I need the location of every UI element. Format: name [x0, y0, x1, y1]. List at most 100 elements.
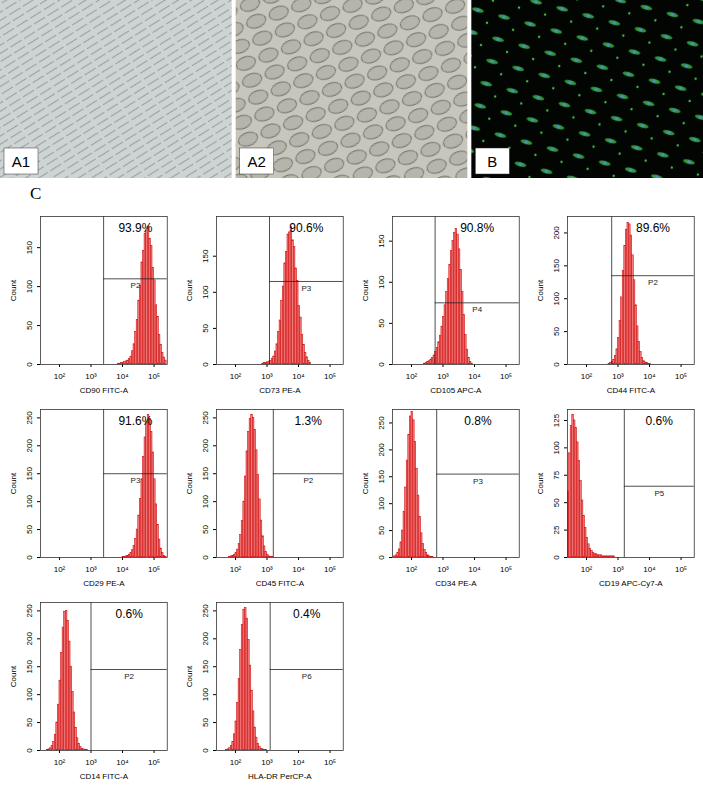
svg-text:75: 75 — [552, 470, 561, 479]
svg-text:200: 200 — [552, 226, 561, 240]
svg-text:10⁵: 10⁵ — [499, 565, 511, 574]
svg-text:10⁴: 10⁴ — [468, 565, 481, 574]
svg-text:100: 100 — [200, 494, 209, 508]
svg-text:250: 250 — [200, 604, 209, 618]
svg-text:0: 0 — [376, 362, 385, 367]
svg-text:10⁴: 10⁴ — [644, 372, 657, 381]
svg-text:10³: 10³ — [612, 565, 624, 574]
svg-text:P3: P3 — [301, 284, 311, 293]
svg-text:Count: Count — [361, 472, 370, 494]
svg-text:0.6%0.6: 0.6%0.6 — [115, 607, 143, 621]
svg-text:Count: Count — [9, 472, 18, 494]
svg-text:10⁴: 10⁴ — [116, 372, 129, 381]
svg-text:10⁵: 10⁵ — [148, 758, 160, 767]
svg-text:200: 200 — [200, 632, 209, 646]
svg-text:250: 250 — [25, 604, 34, 618]
svg-text:100: 100 — [200, 285, 209, 299]
svg-text:10⁵: 10⁵ — [324, 565, 336, 574]
svg-text:10⁴: 10⁴ — [292, 565, 305, 574]
svg-text:50: 50 — [25, 525, 34, 534]
svg-text:150: 150 — [25, 240, 34, 254]
svg-text:100: 100 — [25, 279, 34, 293]
svg-text:0: 0 — [200, 362, 209, 367]
svg-text:50: 50 — [25, 718, 34, 727]
svg-text:150: 150 — [25, 467, 34, 481]
svg-text:CD19 APC-Cy7-A: CD19 APC-Cy7-A — [599, 579, 663, 588]
svg-text:P6: P6 — [302, 672, 312, 681]
svg-text:10⁵: 10⁵ — [148, 565, 160, 574]
svg-text:10⁵: 10⁵ — [148, 372, 160, 381]
svg-text:10²: 10² — [405, 565, 417, 574]
svg-text:CD14 FITC-A: CD14 FITC-A — [80, 772, 129, 781]
svg-text:10⁴: 10⁴ — [116, 565, 129, 574]
svg-text:10³: 10³ — [85, 565, 97, 574]
svg-text:50: 50 — [200, 525, 209, 534]
svg-text:10³: 10³ — [261, 372, 273, 381]
svg-text:10²: 10² — [229, 758, 241, 767]
svg-text:HLA-DR PerCP-A: HLA-DR PerCP-A — [248, 772, 312, 781]
svg-text:10²: 10² — [54, 372, 66, 381]
svg-text:Count: Count — [185, 472, 194, 494]
svg-text:Count: Count — [536, 472, 545, 494]
svg-text:10²: 10² — [229, 565, 241, 574]
svg-text:100: 100 — [200, 687, 209, 701]
svg-text:50: 50 — [200, 718, 209, 727]
svg-text:10⁵: 10⁵ — [675, 372, 687, 381]
svg-text:0: 0 — [552, 362, 561, 367]
svg-text:100: 100 — [376, 496, 385, 510]
svg-text:CD45 FITC-A: CD45 FITC-A — [255, 579, 304, 588]
svg-text:P4: P4 — [472, 305, 482, 314]
svg-text:10⁴: 10⁴ — [644, 565, 657, 574]
svg-text:150: 150 — [200, 467, 209, 481]
svg-text:P3: P3 — [473, 477, 483, 486]
svg-text:10³: 10³ — [85, 372, 97, 381]
svg-text:Count: Count — [536, 279, 545, 301]
svg-text:10³: 10³ — [261, 758, 273, 767]
svg-text:90.8%90.8: 90.8%90.8 — [460, 221, 494, 235]
svg-text:0: 0 — [200, 555, 209, 560]
svg-text:10³: 10³ — [437, 565, 449, 574]
svg-text:B: B — [487, 153, 497, 170]
svg-text:100: 100 — [552, 441, 561, 455]
svg-text:50: 50 — [376, 526, 385, 535]
svg-text:P2: P2 — [124, 672, 134, 681]
svg-text:150: 150 — [376, 234, 385, 248]
svg-text:P2: P2 — [303, 476, 313, 485]
svg-text:CD34 PE-A: CD34 PE-A — [435, 579, 477, 588]
svg-text:250: 250 — [200, 411, 209, 425]
svg-text:150: 150 — [376, 470, 385, 484]
svg-text:10²: 10² — [229, 372, 241, 381]
svg-text:50: 50 — [552, 498, 561, 507]
svg-text:0: 0 — [25, 748, 34, 753]
svg-text:P5: P5 — [655, 489, 665, 498]
svg-text:0: 0 — [200, 748, 209, 753]
svg-text:A2: A2 — [247, 153, 265, 170]
svg-text:10²: 10² — [581, 372, 593, 381]
svg-text:10³: 10³ — [612, 372, 624, 381]
svg-text:CD105 APC-A: CD105 APC-A — [430, 386, 482, 395]
svg-text:Count: Count — [185, 279, 194, 301]
svg-text:150: 150 — [200, 660, 209, 674]
svg-text:200: 200 — [376, 443, 385, 457]
svg-text:200: 200 — [25, 632, 34, 646]
svg-text:0.8%0.8: 0.8%0.8 — [464, 414, 492, 428]
svg-text:P2: P2 — [131, 281, 141, 290]
svg-text:10²: 10² — [581, 565, 593, 574]
svg-text:Count: Count — [9, 665, 18, 687]
svg-text:100: 100 — [552, 292, 561, 306]
svg-text:89.6%89.6: 89.6%89.6 — [636, 221, 670, 235]
svg-text:25: 25 — [552, 525, 561, 534]
svg-text:10²: 10² — [405, 372, 417, 381]
svg-text:50: 50 — [200, 323, 209, 332]
svg-text:1.3%1.3: 1.3%1.3 — [294, 414, 322, 428]
svg-text:100: 100 — [376, 275, 385, 289]
svg-text:200: 200 — [25, 439, 34, 453]
svg-text:10²: 10² — [54, 565, 66, 574]
svg-text:10⁵: 10⁵ — [324, 758, 336, 767]
svg-text:P2: P2 — [648, 278, 658, 287]
svg-text:91.6%91.6: 91.6%91.6 — [118, 414, 152, 428]
svg-text:50: 50 — [25, 321, 34, 330]
svg-text:93.9%93.9: 93.9%93.9 — [118, 221, 152, 235]
svg-text:10³: 10³ — [261, 565, 273, 574]
svg-text:CD73 PE-A: CD73 PE-A — [259, 386, 301, 395]
